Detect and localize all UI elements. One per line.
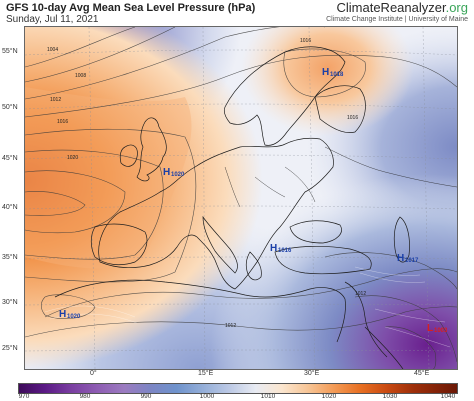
ireland <box>119 144 138 167</box>
colorbar-tick: 1040 <box>440 393 456 400</box>
greece <box>245 251 262 281</box>
map-title: GFS 10-day Avg Mean Sea Level Pressure (… <box>6 2 256 14</box>
coastlines <box>54 46 457 369</box>
isobar-label: 1020 <box>67 155 78 161</box>
turkey <box>274 245 372 275</box>
high-center-morocco[interactable]: H 1020 <box>59 309 81 320</box>
svg-text:L: L <box>427 323 433 334</box>
colorbar-tick: 970 <box>18 393 30 400</box>
svg-text:H: H <box>59 309 66 320</box>
scandinavia <box>223 46 346 146</box>
finland <box>314 85 366 133</box>
high-pressure-ridge <box>25 87 192 269</box>
brand-affiliation: Climate Change Institute | University of… <box>326 16 468 23</box>
lat-label: 40°N <box>2 204 18 211</box>
high-center-britain[interactable]: H 1020 <box>163 167 185 178</box>
svg-text:1003: 1003 <box>434 328 448 334</box>
colorbar-tick: 1010 <box>260 393 276 400</box>
levant-coast <box>344 281 388 358</box>
isobar-label: 1016 <box>57 119 68 125</box>
svg-text:1017: 1017 <box>405 258 419 264</box>
svg-text:1018: 1018 <box>330 72 344 78</box>
isobar-label: 1004 <box>47 47 58 53</box>
colorbar-tick: 990 <box>140 393 152 400</box>
svg-text:1016: 1016 <box>278 248 292 254</box>
lon-label: 15°E <box>198 370 214 377</box>
pressure-colorbar <box>18 383 458 394</box>
caspian-sea <box>393 216 410 263</box>
svg-text:H: H <box>397 253 404 264</box>
high-center-balkans[interactable]: H 1016 <box>270 243 292 254</box>
lat-label: 50°N <box>2 104 18 111</box>
black-sea <box>289 220 342 244</box>
isobars <box>25 27 457 369</box>
high-center-caspian[interactable]: H 1017 <box>397 253 419 264</box>
isobar-label: 1016 <box>300 38 311 44</box>
lat-label: 35°N <box>2 254 18 261</box>
isobar-label: 1012 <box>355 291 366 297</box>
lon-label: 0° <box>90 370 97 377</box>
red-sea <box>364 326 404 369</box>
lat-label: 30°N <box>2 299 18 306</box>
svg-text:H: H <box>270 243 277 254</box>
pressure-centers: H 1018 H 1020 H 1016 H 1017 H 1020 L 100… <box>59 67 448 334</box>
brand-tld: .org <box>445 0 468 15</box>
great-britain <box>136 117 167 182</box>
lon-label: 30°E <box>304 370 320 377</box>
brand-logo[interactable]: ClimateReanalyzer.org <box>336 0 468 15</box>
svg-text:H: H <box>322 67 329 78</box>
map-date: Sunday, Jul 11, 2021 <box>6 14 99 25</box>
europe-coast <box>98 137 334 290</box>
lat-label: 45°N <box>2 155 18 162</box>
italy <box>202 215 238 274</box>
isobar-labels: 1004 1008 1012 1016 1020 1016 1016 1012 … <box>47 38 366 329</box>
graticule <box>25 27 457 369</box>
isobar-label: 1016 <box>347 115 358 121</box>
pressure-map[interactable]: H 1018 H 1020 H 1016 H 1017 H 1020 L 100… <box>24 26 458 370</box>
iberia <box>90 223 148 266</box>
lat-label: 55°N <box>2 48 18 55</box>
svg-text:1020: 1020 <box>67 314 81 320</box>
isobar-label: 1012 <box>50 97 61 103</box>
lon-label: 45°E <box>414 370 430 377</box>
colorbar-tick: 1020 <box>321 393 337 400</box>
high-center-scandinavia[interactable]: H 1018 <box>322 67 344 78</box>
colorbar-tick: 980 <box>79 393 91 400</box>
colorbar-tick: 1000 <box>199 393 215 400</box>
africa-coast <box>54 279 346 343</box>
brand-name: ClimateReanalyzer <box>336 0 446 15</box>
colorbar-ticks: 970 980 990 1000 1010 1020 1030 1040 <box>18 393 458 401</box>
lat-label: 25°N <box>2 345 18 352</box>
isobar-label: 1012 <box>225 323 236 329</box>
svg-text:H: H <box>163 167 170 178</box>
colorbar-tick: 1030 <box>382 393 398 400</box>
isobar-label: 1008 <box>75 73 86 79</box>
svg-text:1020: 1020 <box>171 172 185 178</box>
low-center-middle-east[interactable]: L 1003 <box>427 323 448 334</box>
